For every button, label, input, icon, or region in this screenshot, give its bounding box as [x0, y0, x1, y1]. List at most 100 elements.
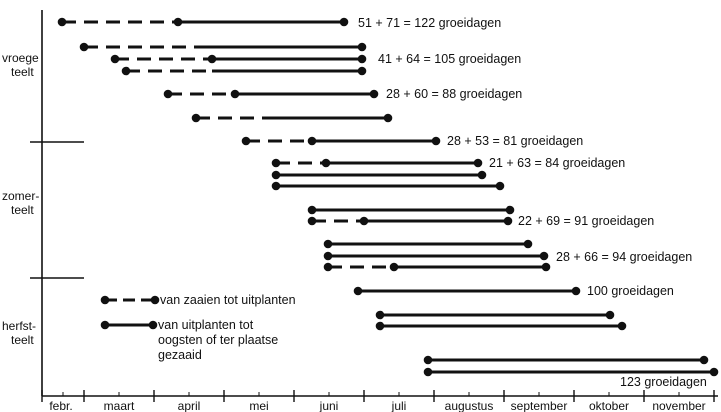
bar-row	[163, 89, 379, 99]
legend-planting-label: oogsten of ter plaatse	[158, 333, 278, 347]
bar-start-dot	[307, 205, 317, 215]
bar-start-dot	[375, 321, 385, 331]
bar-row	[323, 262, 551, 272]
bar-end-dot	[369, 89, 379, 99]
bar-row	[271, 158, 483, 168]
legend-planting-sample	[100, 320, 158, 330]
growth-days-label: 100 groeidagen	[587, 284, 674, 298]
bar-end-dot	[357, 42, 367, 52]
growth-days-label: 21 + 63 = 84 groeidagen	[489, 156, 625, 170]
month-label: april	[178, 399, 201, 412]
bar-row	[423, 367, 719, 377]
bar-mid-dot	[359, 216, 369, 226]
bar-row	[241, 136, 441, 146]
bar-start-dot	[191, 113, 201, 123]
bar-row	[323, 251, 549, 261]
growth-days-label: 123 groeidagen	[620, 375, 707, 389]
bar-row	[375, 310, 615, 320]
legend-dot	[148, 320, 158, 330]
month-label: september	[511, 399, 568, 412]
bar-row	[271, 170, 487, 180]
bar-start-dot	[79, 42, 89, 52]
month-label: juni	[319, 399, 339, 412]
bar-start-dot	[323, 239, 333, 249]
month-label: november	[652, 399, 705, 412]
group-label-summer: zomer-	[2, 189, 39, 203]
legend-dot	[150, 295, 160, 305]
legend: van zaaien tot uitplanten van uitplanten…	[158, 293, 296, 362]
group-label-early: teelt	[11, 65, 34, 79]
growth-days-label: 22 + 69 = 91 groeidagen	[518, 214, 654, 228]
bar-end-dot	[539, 251, 549, 261]
bar-mid-dot	[230, 89, 240, 99]
group-label-autumn: herfst-	[2, 319, 36, 333]
bar-start-dot	[423, 355, 433, 365]
bar-row	[79, 42, 367, 52]
bar-row	[271, 181, 505, 191]
bar-start-dot	[271, 170, 281, 180]
group-label-early: vroege	[2, 51, 39, 65]
bar-end-dot	[617, 321, 627, 331]
bar-start-dot	[110, 54, 120, 64]
legend-dot	[100, 320, 110, 330]
bar-end-dot	[503, 216, 513, 226]
bar-start-dot	[271, 181, 281, 191]
x-ticks	[41, 390, 715, 402]
bar-start-dot	[57, 17, 67, 27]
bar-end-dot	[495, 181, 505, 191]
month-label: oktober	[589, 399, 629, 412]
period-bars	[57, 17, 719, 377]
growth-days-label: 51 + 71 = 122 groeidagen	[358, 16, 501, 30]
bar-end-dot	[605, 310, 615, 320]
month-label: augustus	[445, 399, 494, 412]
month-label: juli	[391, 399, 407, 412]
group-labels: vroege teelt zomer- teelt herfst- teelt	[2, 51, 39, 347]
legend-sowing-label: van zaaien tot uitplanten	[160, 293, 296, 307]
bar-start-dot	[121, 66, 131, 76]
bar-end-dot	[339, 17, 349, 27]
bar-mid-dot	[389, 262, 399, 272]
bar-row	[423, 355, 709, 365]
bar-start-dot	[323, 262, 333, 272]
bar-start-dot	[271, 158, 281, 168]
bar-end-dot	[431, 136, 441, 146]
bar-start-dot	[353, 286, 363, 296]
month-label: maart	[104, 399, 135, 412]
legend-planting-label: van uitplanten tot	[158, 318, 254, 332]
bar-start-dot	[307, 216, 317, 226]
growth-days-label: 28 + 53 = 81 groeidagen	[447, 134, 583, 148]
bar-end-dot	[523, 239, 533, 249]
bar-start-dot	[375, 310, 385, 320]
bar-end-dot	[505, 205, 515, 215]
month-label: febr.	[49, 399, 72, 412]
bar-start-dot	[323, 251, 333, 261]
annotations: 51 + 71 = 122 groeidagen 41 + 64 = 105 g…	[358, 16, 707, 389]
bar-row	[57, 17, 349, 27]
bar-end-dot	[571, 286, 581, 296]
growth-days-label: 28 + 60 = 88 groeidagen	[386, 87, 522, 101]
bar-row	[307, 205, 515, 215]
bar-row	[375, 321, 627, 331]
bar-row	[121, 66, 367, 76]
bar-row	[110, 54, 367, 64]
bar-end-dot	[541, 262, 551, 272]
bar-start-dot	[163, 89, 173, 99]
axes	[30, 10, 718, 397]
legend-sowing-sample	[100, 295, 160, 305]
bar-mid-dot	[307, 136, 317, 146]
bar-end-dot	[709, 367, 719, 377]
bar-mid-dot	[173, 17, 183, 27]
group-label-summer: teelt	[11, 203, 34, 217]
bar-start-dot	[423, 367, 433, 377]
growth-days-label: 28 + 66 = 94 groeidagen	[556, 250, 692, 264]
bar-end-dot	[357, 66, 367, 76]
bar-row	[353, 286, 581, 296]
x-labels: febr. maart april mei juni juli augustus…	[49, 399, 705, 412]
legend-dot	[100, 295, 110, 305]
bar-mid-dot	[321, 158, 331, 168]
bar-end-dot	[473, 158, 483, 168]
bar-mid-dot	[207, 54, 217, 64]
month-label: mei	[249, 399, 268, 412]
bar-end-dot	[699, 355, 709, 365]
